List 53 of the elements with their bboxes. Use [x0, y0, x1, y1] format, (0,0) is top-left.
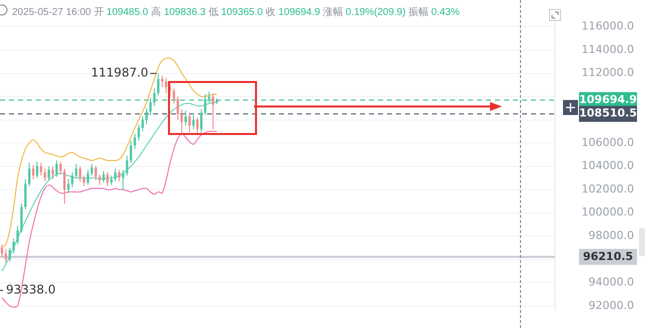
candlestick [94, 166, 97, 181]
candlestick [59, 161, 62, 175]
y-tick-label: 92000.0 [588, 298, 634, 312]
ref-line-label: 108510.5 [579, 106, 637, 120]
candlestick [110, 175, 113, 186]
candlestick [184, 110, 187, 126]
candlestick [122, 169, 124, 190]
y-tick-label: 104000.0 [582, 159, 634, 172]
candlestick [16, 225, 19, 245]
candlestick [4, 248, 8, 264]
candlestick [75, 164, 78, 178]
candlestick [164, 77, 168, 94]
candlestick [12, 238, 15, 254]
chart-title: 2025-05-27 16:00 开 109485.0 高 109836.3 低 109365.0 收 109694.9 涨幅 0.19%(209.9) 振幅 0.43% [12, 7, 460, 18]
candlestick [200, 108, 202, 134]
y-tick-label: 112000.0 [582, 66, 634, 80]
candlestick [180, 108, 183, 134]
y-tick-label: 116000.0 [582, 20, 634, 33]
candlestick [24, 178, 27, 210]
y-tick-label: 106000.0 [582, 136, 634, 149]
candlestick [8, 247, 11, 262]
candlestick [71, 172, 74, 188]
y-tick-label: 98000.0 [588, 228, 634, 242]
candlestick [78, 166, 82, 182]
ref-line-label: 109694.9 [579, 92, 637, 106]
candlestick [67, 178, 70, 194]
candlestick [114, 168, 116, 182]
candlestick [56, 160, 58, 178]
candlestick [204, 94, 206, 116]
candlestick [90, 164, 94, 176]
ref-line-label: 96210.5 [582, 250, 634, 263]
candlestick [36, 161, 38, 178]
y-tick-label: 102000.0 [582, 182, 634, 196]
candlestick [28, 162, 30, 187]
line-series [1, 130, 218, 308]
candlestick [161, 75, 164, 88]
candlestick [52, 166, 54, 180]
candlestick [138, 124, 140, 142]
candlestick [32, 164, 34, 180]
candlestick [48, 166, 50, 181]
candlestick [98, 174, 101, 186]
candlestick [153, 88, 156, 106]
candlestick [157, 72, 160, 96]
y-tick-label: 94000.0 [588, 276, 634, 289]
y-tick-label: 114000.0 [582, 42, 634, 56]
candlestick [176, 96, 180, 120]
candlestick [141, 116, 144, 132]
candlestick [118, 169, 120, 182]
y-tick-label: 100000.0 [582, 206, 634, 219]
candlestick [196, 116, 199, 136]
candlestick [208, 91, 210, 103]
annotation: 111987.0 [91, 66, 148, 80]
candlestick [134, 133, 136, 150]
